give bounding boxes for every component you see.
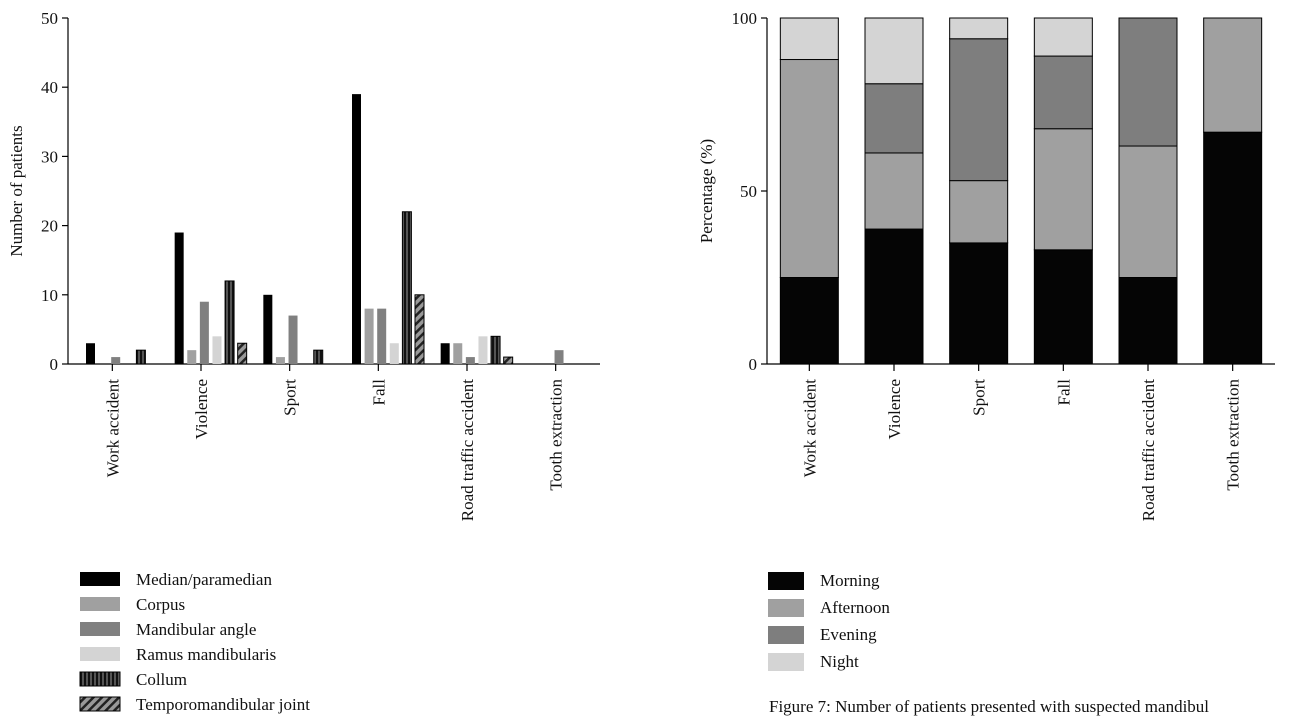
bar-temporomandibular-joint-fall — [414, 294, 425, 365]
figure-caption: Figure 7: Number of patients presented w… — [769, 697, 1209, 717]
bar-ramus-mandibularis-road-traffic-accident — [478, 336, 488, 364]
left-legend-swatch-collum — [79, 671, 121, 687]
fracture-type-chart: Number of patients 0 10 20 30 40 50 Work acci… — [7, 9, 600, 714]
bar-median-paramedian-sport — [263, 294, 273, 364]
left-y-tick-label: 30 — [41, 147, 58, 166]
bar-median-paramedian-road-traffic-accident — [440, 343, 450, 364]
left-legend-label-corpus: Corpus — [136, 595, 185, 614]
right-y-tick-label: 0 — [749, 355, 758, 374]
bar-median-paramedian-fall — [352, 94, 361, 365]
segment-afternoon-violence — [864, 152, 924, 230]
right-legend-swatch-afternoon — [768, 599, 804, 617]
right-x-tick-label-fall: Fall — [1054, 379, 1073, 406]
bar-collum-road-traffic-accident — [490, 335, 501, 365]
bar-corpus-road-traffic-accident — [453, 343, 463, 364]
left-legend-swatch-mandibular-angle — [80, 622, 120, 636]
left-y-axis-title: Number of patients — [7, 125, 26, 256]
left-x-tick-label-violence: Violence — [192, 379, 211, 439]
bar-collum-work-accident — [135, 349, 146, 365]
segment-afternoon-road-traffic-accident — [1118, 145, 1178, 278]
bar-median-paramedian-violence — [174, 232, 184, 364]
bar-mandibular-angle-violence — [199, 301, 209, 364]
right-x-tick-label-road-traffic-accident: Road traffic accident — [1139, 379, 1158, 522]
bar-collum-fall — [401, 211, 412, 365]
segment-night-violence — [864, 17, 924, 85]
left-legend-label-ramus-mandibularis: Ramus mandibularis — [136, 645, 276, 664]
bar-ramus-mandibularis-fall — [389, 343, 399, 364]
right-y-tick-label: 50 — [740, 182, 757, 201]
segment-morning-road-traffic-accident — [1118, 277, 1178, 365]
bar-mandibular-angle-sport — [288, 315, 298, 364]
bar-mandibular-angle-fall — [377, 308, 387, 364]
segment-morning-tooth-extraction — [1203, 131, 1263, 365]
left-legend-swatch-corpus — [80, 597, 120, 611]
left-y-tick-label: 0 — [50, 355, 59, 374]
left-y-tick-label: 50 — [41, 9, 58, 28]
bar-corpus-sport — [275, 357, 285, 364]
right-legend-label-afternoon: Afternoon — [820, 598, 890, 617]
right-legend: Morning Afternoon Evening Night — [768, 571, 890, 671]
left-legend-swatch-temporomandibular-joint — [79, 696, 121, 712]
left-x-tick-label-fall: Fall — [369, 379, 388, 406]
bar-mandibular-angle-tooth-extraction — [554, 350, 564, 364]
left-legend-swatch-ramus-mandibularis — [80, 647, 120, 661]
right-legend-label-morning: Morning — [820, 571, 880, 590]
segment-night-sport — [949, 17, 1009, 40]
left-legend-swatch-median-paramedian — [80, 572, 120, 586]
bar-ramus-mandibularis-violence — [212, 336, 222, 364]
time-of-day-chart: Percentage (%) 0 50 100 Work accident Viole… — [697, 9, 1275, 671]
right-y-tick-label: 100 — [732, 9, 758, 28]
segment-morning-sport — [949, 242, 1009, 365]
left-y-tick-label: 20 — [41, 217, 58, 236]
left-x-tick-label-sport: Sport — [281, 379, 300, 416]
bar-temporomandibular-joint-road-traffic-accident — [503, 356, 514, 365]
right-x-tick-label-violence: Violence — [885, 379, 904, 439]
right-x-tick-label-work-accident: Work accident — [800, 379, 819, 478]
bar-mandibular-angle-road-traffic-accident — [465, 357, 475, 364]
bar-corpus-violence — [187, 350, 197, 364]
segment-afternoon-work-accident — [779, 59, 839, 278]
segment-evening-road-traffic-accident — [1118, 17, 1178, 147]
right-legend-swatch-morning — [768, 572, 804, 590]
segment-evening-sport — [949, 38, 1009, 182]
right-legend-label-night: Night — [820, 652, 859, 671]
segment-afternoon-sport — [949, 180, 1009, 244]
left-x-tick-label-tooth-extraction: Tooth extraction — [547, 379, 566, 491]
left-legend-label-mandibular-angle: Mandibular angle — [136, 620, 256, 639]
bar-mandibular-angle-work-accident — [111, 357, 121, 364]
segment-morning-violence — [864, 228, 924, 365]
bar-corpus-fall — [364, 308, 374, 364]
segment-morning-fall — [1033, 249, 1093, 365]
right-y-axis-title: Percentage (%) — [697, 139, 716, 243]
bar-collum-violence — [224, 280, 235, 365]
segment-evening-violence — [864, 83, 924, 154]
bar-temporomandibular-joint-violence — [237, 342, 248, 365]
right-legend-label-evening: Evening — [820, 625, 877, 644]
segment-evening-fall — [1033, 55, 1093, 130]
segment-night-fall — [1033, 17, 1093, 57]
left-x-tick-label-work-accident: Work accident — [103, 379, 122, 478]
left-y-tick-label: 10 — [41, 286, 58, 305]
left-x-tick-label-road-traffic-accident: Road traffic accident — [458, 379, 477, 522]
caption-text: Figure 7: Number of patients presented w… — [769, 697, 1210, 716]
left-legend-label-temporomandibular-joint: Temporomandibular joint — [136, 695, 310, 714]
left-legend-label-collum: Collum — [136, 670, 187, 689]
right-legend-swatch-night — [768, 653, 804, 671]
segment-morning-work-accident — [779, 277, 839, 365]
bar-collum-sport — [313, 349, 324, 365]
right-legend-swatch-evening — [768, 626, 804, 644]
left-y-tick-label: 40 — [41, 78, 58, 97]
right-x-tick-label-tooth-extraction: Tooth extraction — [1224, 379, 1243, 491]
bar-median-paramedian-work-accident — [86, 343, 95, 364]
left-legend-label-median-paramedian: Median/paramedian — [136, 570, 272, 589]
segment-afternoon-tooth-extraction — [1203, 17, 1263, 133]
right-x-tick-label-sport: Sport — [970, 379, 989, 416]
left-legend: Median/paramedian Corpus Mandibular angle R… — [79, 570, 310, 714]
segment-night-work-accident — [779, 17, 839, 61]
segment-afternoon-fall — [1033, 128, 1093, 251]
